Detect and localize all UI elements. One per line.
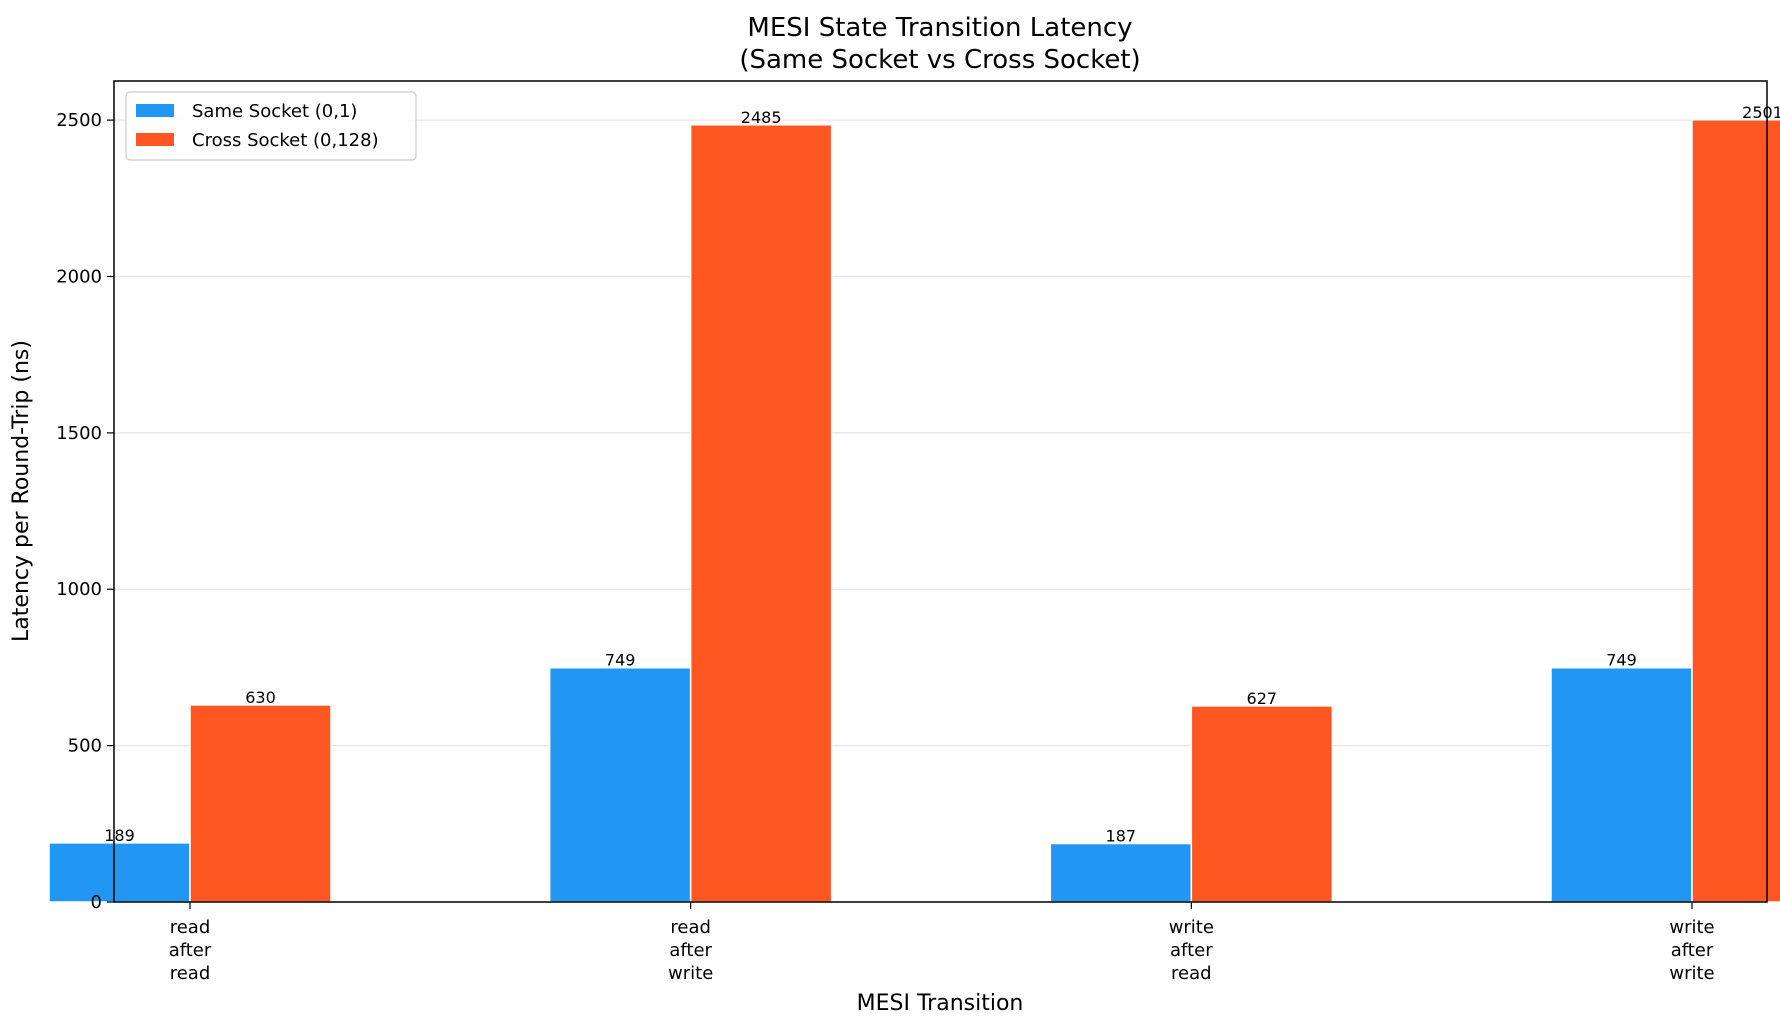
bar-value-label: 630 (245, 688, 276, 707)
bar (48, 842, 191, 903)
y-tick-label: 0 (91, 892, 102, 913)
legend-label: Cross Socket (0,128) (192, 130, 379, 151)
bar (1550, 666, 1693, 903)
bar-value-label: 2485 (741, 108, 782, 127)
x-tick-label: read (170, 917, 211, 938)
x-tick-label: after (669, 940, 712, 961)
x-axis-ticks: readafterreadreadafterwritewriteafterrea… (169, 902, 1715, 984)
plot-frame (113, 80, 1768, 903)
bar (1190, 705, 1334, 903)
bars (48, 119, 1780, 903)
x-tick-label: read (670, 917, 711, 938)
bar-value-label: 189 (104, 826, 135, 845)
bar (1691, 119, 1780, 903)
x-tick-label: read (1171, 963, 1212, 984)
bar (189, 704, 332, 903)
bar (1049, 842, 1193, 903)
y-tick-label: 2500 (56, 110, 102, 131)
y-axis-ticks: 0 500 1000 1500 2000 2500 (56, 110, 114, 913)
bar-value-label: 627 (1247, 689, 1278, 708)
x-tick-label: after (169, 940, 212, 961)
bar-value-label: 749 (1606, 651, 1637, 670)
legend: Same Socket (0,1) Cross Socket (0,128) (125, 91, 417, 161)
chart-subtitle: (Same Socket vs Cross Socket) (739, 45, 1140, 75)
y-tick-label: 1500 (56, 423, 102, 444)
x-tick-label: write (1169, 917, 1214, 938)
bar-value-label: 2501 (1742, 103, 1780, 122)
x-tick-label: read (170, 963, 211, 984)
data-labels: 189 630 749 2485 187 627 749 2501 (104, 103, 1780, 846)
legend-label: Same Socket (0,1) (192, 101, 357, 122)
bar (548, 666, 692, 903)
y-tick-label: 2000 (56, 266, 102, 287)
x-tick-label: write (668, 963, 713, 984)
x-tick-label: after (1671, 940, 1714, 961)
grid-lines (114, 119, 1767, 903)
x-tick-label: after (1170, 940, 1213, 961)
x-axis-label: MESI Transition (857, 991, 1024, 1016)
y-tick-label: 500 (68, 736, 102, 757)
y-axis-label: Latency per Round-Trip (ns) (9, 340, 34, 642)
x-tick-label: write (1669, 963, 1714, 984)
bar (689, 124, 833, 903)
legend-box (125, 91, 417, 161)
x-tick-label: write (1669, 917, 1714, 938)
bar-value-label: 187 (1106, 827, 1137, 846)
legend-swatch (136, 104, 174, 117)
y-tick-label: 1000 (56, 579, 102, 600)
bar-value-label: 749 (605, 651, 636, 670)
chart-title: MESI State Transition Latency (747, 13, 1132, 43)
legend-swatch (136, 133, 174, 146)
